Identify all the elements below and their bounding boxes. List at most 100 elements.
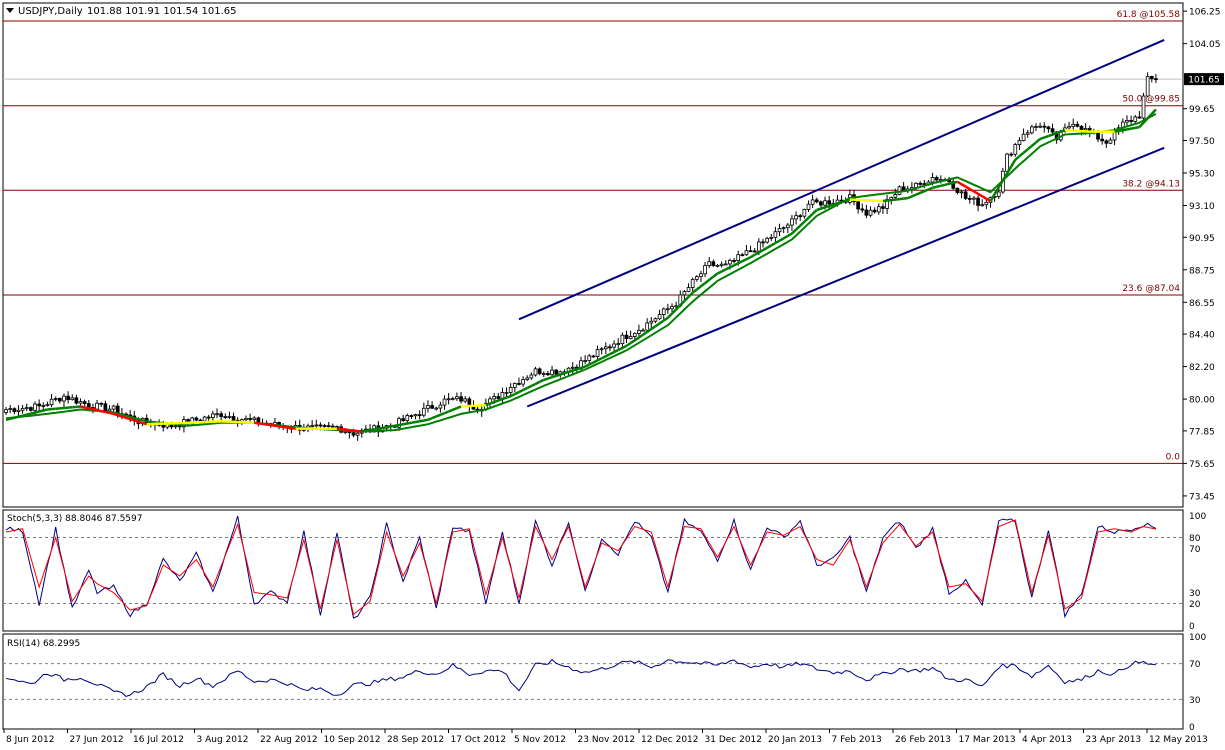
ma-fast-segment xyxy=(564,372,568,373)
ma-fast-segment xyxy=(130,419,134,420)
candle-body xyxy=(790,219,793,225)
ma-fast-segment xyxy=(43,409,47,410)
ma-fast-segment xyxy=(949,183,953,184)
ma-fast-segment xyxy=(411,422,415,423)
candle-body xyxy=(658,315,661,319)
ma-fast-segment xyxy=(118,415,122,416)
candle-body xyxy=(981,205,984,206)
ma-fast-segment xyxy=(143,423,147,424)
ma-fast-segment xyxy=(362,431,366,432)
ma-fast-segment xyxy=(97,410,101,411)
candle-body xyxy=(1076,124,1079,126)
candle-body xyxy=(249,418,252,419)
candle-body xyxy=(712,262,715,266)
candle-body xyxy=(753,251,756,252)
ma-fast-segment xyxy=(134,420,138,421)
candle-body xyxy=(546,374,549,375)
candle-body xyxy=(824,201,827,205)
ma-fast-segment xyxy=(933,187,937,188)
time-tick-label: 26 Feb 2013 xyxy=(895,735,951,745)
ma-fast-segment xyxy=(837,202,841,203)
stochastic-title: Stoch(5,3,3) 88.8046 87.5597 xyxy=(7,514,142,524)
ma-fast-segment xyxy=(126,418,130,419)
ma-fast-segment xyxy=(817,209,821,210)
ma-fast-segment xyxy=(821,207,825,208)
candle-body xyxy=(617,344,620,345)
candle-body xyxy=(58,398,61,401)
ma-fast-segment xyxy=(35,412,39,413)
candle-body xyxy=(1047,127,1050,129)
ma-fast-segment xyxy=(31,413,35,414)
price-tick-label: 95.30 xyxy=(1189,169,1215,179)
candle-body xyxy=(1010,154,1013,155)
ma-fast-segment xyxy=(569,371,573,372)
ma-fast-segment xyxy=(457,406,461,408)
ma-fast-segment xyxy=(1123,129,1127,130)
candle-body xyxy=(406,416,409,421)
candle-body xyxy=(803,209,806,216)
ma-fast-segment xyxy=(494,401,498,402)
price-tick-label: 86.55 xyxy=(1189,299,1215,309)
rsi-panel xyxy=(3,634,1183,729)
candle-body xyxy=(695,277,698,280)
ma-fast-segment xyxy=(291,428,295,429)
price-axis: 106.25104.05101.6599.6597.5095.3093.1090… xyxy=(1183,8,1224,503)
ma-fast-segment xyxy=(544,379,548,380)
candle-body xyxy=(83,402,86,404)
ma-fast-segment xyxy=(267,425,271,426)
candle-body xyxy=(745,251,748,255)
candle-body xyxy=(650,321,653,323)
candle-body xyxy=(786,225,789,228)
candle-body xyxy=(54,398,57,399)
ma-fast-segment xyxy=(39,410,43,411)
ma-fast-segment xyxy=(287,427,291,428)
candle-body xyxy=(588,356,591,361)
ma-fast-segment xyxy=(81,406,85,407)
candle-body xyxy=(741,255,744,256)
candle-body xyxy=(1018,141,1021,145)
ma-fast-segment xyxy=(395,425,399,426)
ma-fast-segment xyxy=(498,399,502,400)
ma-fast-segment xyxy=(432,416,436,418)
ma-fast-segment xyxy=(428,418,432,420)
candle-body xyxy=(757,242,760,251)
candle-body xyxy=(811,200,814,204)
candle-body xyxy=(807,204,810,209)
ma-fast-segment xyxy=(89,408,93,409)
ma-fast-segment xyxy=(263,424,267,425)
candle-body xyxy=(17,410,20,411)
candle-body xyxy=(174,426,177,427)
candle-body xyxy=(356,433,359,435)
ma-fast-segment xyxy=(18,416,22,417)
candle-body xyxy=(1072,124,1075,126)
time-tick-label: 23 Nov 2012 xyxy=(578,735,636,745)
ma-fast-segment xyxy=(825,206,829,207)
candle-body xyxy=(1142,96,1145,118)
stochastic-panel xyxy=(3,510,1183,631)
candle-body xyxy=(629,337,632,339)
candle-body xyxy=(819,202,822,205)
candle-body xyxy=(13,409,16,412)
time-tick-label: 20 Jan 2013 xyxy=(768,735,822,745)
candle-body xyxy=(683,291,686,294)
candle-body xyxy=(609,347,612,348)
candle-body xyxy=(1109,140,1112,143)
candle-body xyxy=(439,405,442,408)
ma-fast-segment xyxy=(490,402,494,403)
candle-body xyxy=(435,408,438,409)
candle-body xyxy=(977,198,980,205)
fib-level-label: 61.8 @105.58 xyxy=(1117,10,1181,20)
price-tick-label: 84.40 xyxy=(1189,331,1215,341)
candle-body xyxy=(1138,117,1141,118)
price-tick-label: 75.65 xyxy=(1189,460,1215,470)
ma-fast-segment xyxy=(23,415,27,416)
ma-fast-segment xyxy=(928,188,932,190)
ma-fast-segment xyxy=(486,404,490,405)
candle-body xyxy=(497,397,500,399)
candle-body xyxy=(637,330,640,333)
rsi-title: RSI(14) 68.2995 xyxy=(7,639,80,649)
candle-body xyxy=(464,399,467,401)
candle-body xyxy=(207,417,210,418)
stochastic-tick-label: 100 xyxy=(1189,512,1206,522)
